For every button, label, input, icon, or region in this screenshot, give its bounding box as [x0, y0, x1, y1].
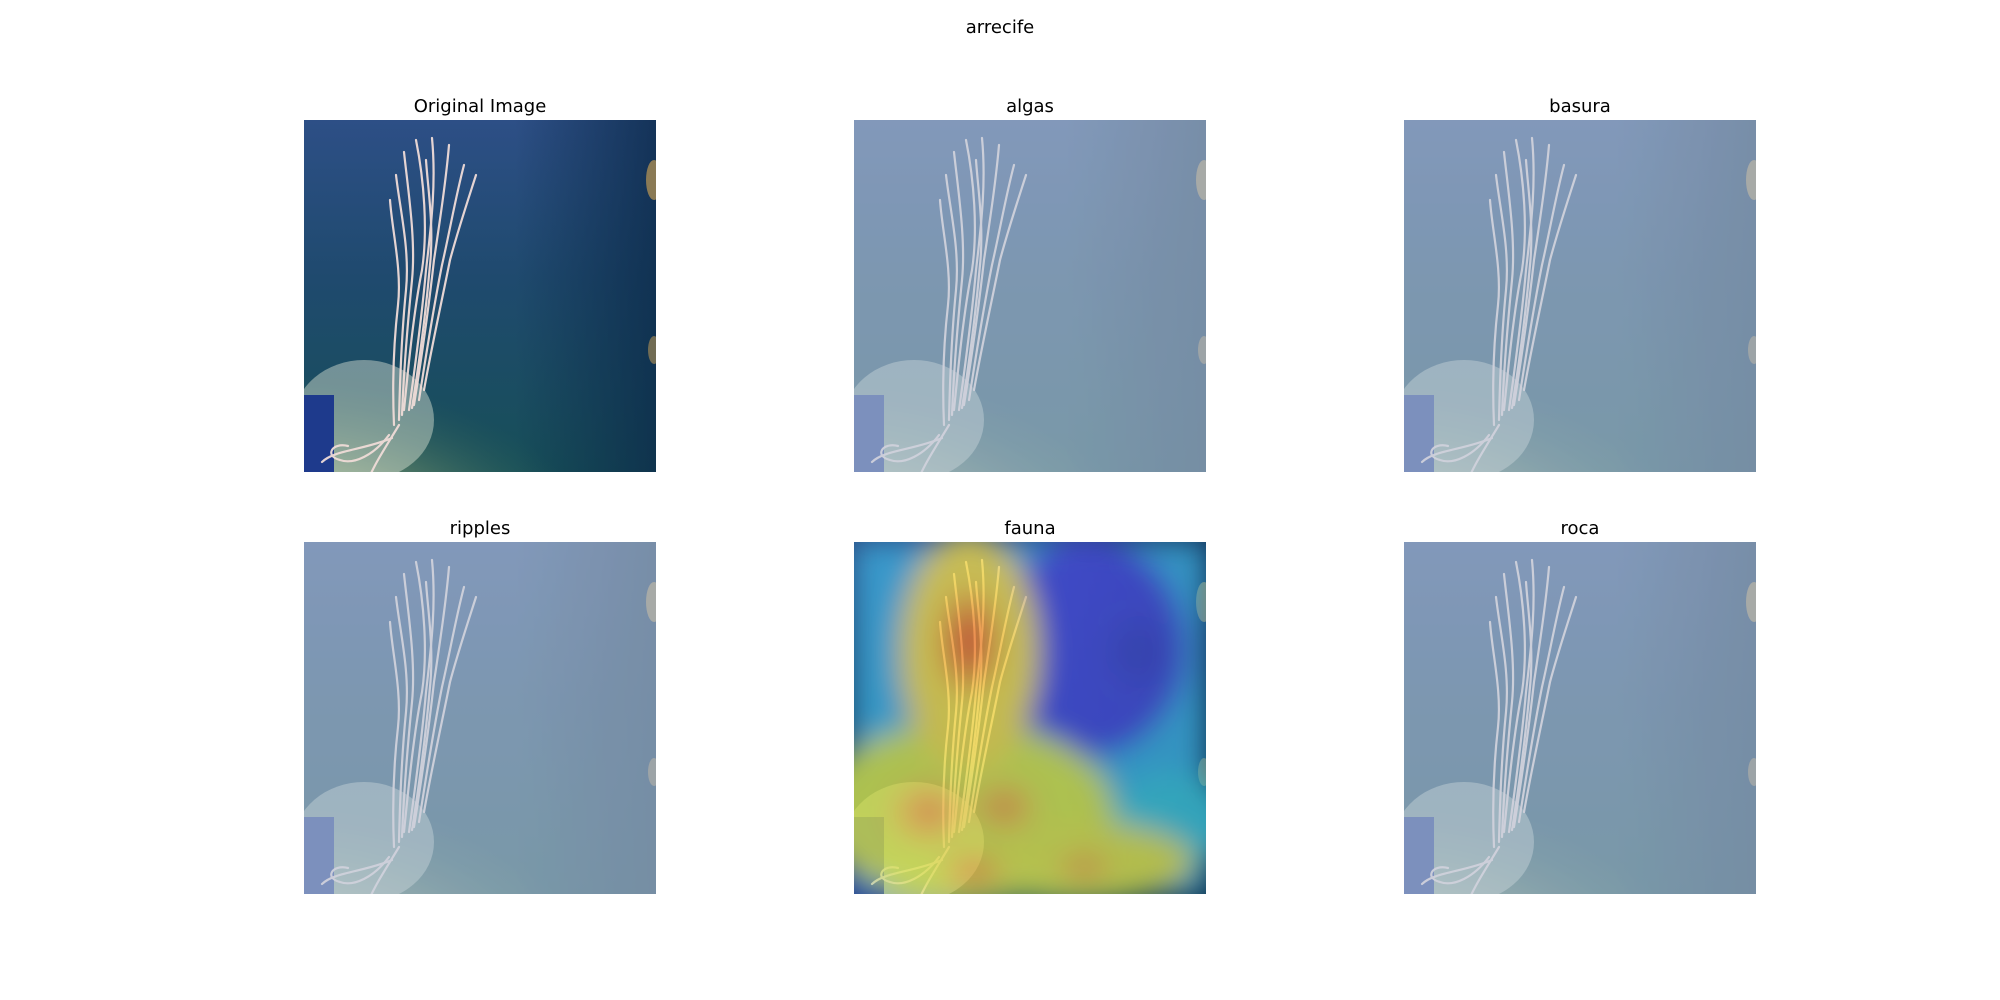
reef-highlight: [304, 360, 434, 472]
coral-strands: [320, 136, 478, 472]
coral-strand: [388, 198, 401, 427]
panel-title: ripples: [449, 518, 511, 539]
roca-overlay-image: [1404, 542, 1756, 894]
tint-overlay: [1404, 542, 1756, 894]
pale-overlay: [1404, 120, 1756, 472]
panel-fauna: fauna: [854, 516, 1206, 894]
coral-strand: [402, 138, 426, 412]
panel-original-image: Original Image: [304, 94, 656, 472]
reef-floor: [304, 300, 656, 472]
panel-title: basura: [1549, 96, 1611, 117]
heat-coldest-spot: [1069, 577, 1206, 727]
panel-title: roca: [1560, 518, 1600, 539]
coral-strand: [407, 136, 435, 412]
basura-overlay-image: [1404, 120, 1756, 472]
panel-ripples: ripples: [304, 516, 656, 894]
blue-object: [304, 395, 334, 472]
right-edge-rock: [648, 336, 656, 364]
algas-overlay-image: [854, 120, 1206, 472]
heatmap-overlay: [854, 542, 1206, 894]
tint-overlay: [304, 542, 656, 894]
coral-strand: [400, 150, 415, 417]
heat-orange-spot: [874, 767, 984, 857]
pale-overlay: [854, 120, 1206, 472]
panel-algas: algas: [854, 94, 1206, 472]
fauna-heatmap-image: [854, 542, 1206, 894]
coral-strand: [330, 433, 391, 463]
panel-roca: roca: [1404, 516, 1756, 894]
coral-strand: [320, 436, 394, 464]
coral-strand: [422, 173, 478, 392]
pale-overlay: [304, 542, 656, 894]
pale-overlay: [1404, 542, 1756, 894]
coral-strand: [410, 158, 433, 410]
panel-basura: basura: [1404, 94, 1756, 472]
coral-strand: [370, 423, 401, 472]
ripples-overlay-image: [304, 542, 656, 894]
heat-orange-spot: [1044, 845, 1124, 889]
tint-overlay: [1404, 120, 1756, 472]
coral-strand: [412, 143, 451, 407]
coral-strand: [417, 163, 466, 402]
figure-title: arrecife: [965, 17, 1035, 38]
coral-strand: [394, 173, 409, 422]
panel-title: algas: [1006, 96, 1054, 117]
right-edge-rock: [646, 160, 656, 200]
tint-overlay: [854, 120, 1206, 472]
heat-orange-spot: [929, 842, 1019, 894]
panel-title: fauna: [1004, 518, 1056, 539]
panel-title: Original Image: [413, 96, 547, 117]
heat-red-hotspot: [914, 547, 1024, 737]
heat-orange-spot: [959, 772, 1049, 842]
original-image: [304, 120, 656, 472]
